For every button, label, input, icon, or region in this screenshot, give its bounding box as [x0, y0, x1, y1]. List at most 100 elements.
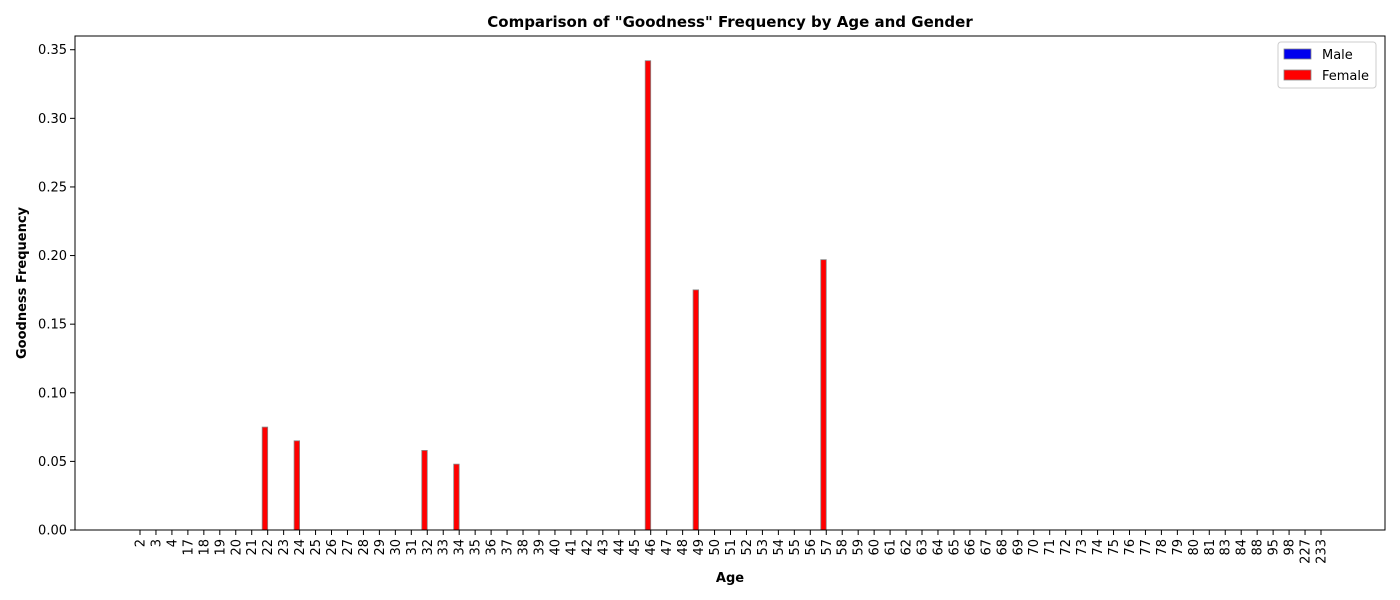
- legend: Male Female: [1277, 41, 1377, 89]
- x-tick-label: 79: [1171, 539, 1186, 556]
- x-tick-label: 35: [469, 539, 484, 556]
- x-tick-label: 23: [277, 539, 292, 556]
- x-tick-label: 45: [628, 539, 643, 556]
- bars-group: [261, 60, 827, 531]
- y-tick-label: 0.15: [38, 318, 67, 333]
- bar-female: [293, 440, 300, 531]
- bar-female: [644, 60, 652, 531]
- x-tick-label: 53: [756, 539, 771, 556]
- x-tick-label: 68: [995, 539, 1010, 556]
- x-tick-label: 24: [293, 539, 308, 556]
- x-tick-label: 29: [373, 539, 388, 556]
- x-tick-label: 55: [788, 539, 803, 556]
- x-tick-label: 19: [213, 539, 228, 556]
- x-tick-label: 18: [197, 539, 212, 556]
- legend-swatch-female: [1283, 69, 1312, 81]
- legend-label-female: Female: [1322, 69, 1369, 84]
- x-tick-label: 34: [453, 539, 468, 556]
- x-tick-label: 25: [309, 539, 324, 556]
- x-tick-label: 51: [724, 539, 739, 556]
- x-tick-label: 60: [868, 539, 883, 556]
- y-axis: 0.00 0.05 0.10 0.15 0.20 0.25 0.30 0.35: [38, 43, 75, 539]
- x-tick-label: 4: [165, 539, 180, 547]
- x-tick-label: 50: [708, 539, 723, 556]
- x-tick-label: 42: [580, 539, 595, 556]
- x-tick-label: 64: [931, 539, 946, 556]
- plot-frame: [74, 35, 1386, 531]
- x-tick-label: 44: [612, 539, 627, 556]
- x-tick-label: 26: [325, 539, 340, 556]
- x-tick-label: 59: [852, 539, 867, 556]
- x-tick-label: 78: [1155, 539, 1170, 556]
- y-tick-label: 0.20: [38, 249, 67, 264]
- x-tick-label: 69: [1011, 539, 1026, 556]
- x-tick-label: 38: [517, 539, 532, 556]
- x-tick-label: 2: [134, 539, 149, 547]
- x-tick-label: 31: [405, 539, 420, 556]
- x-tick-label: 46: [644, 539, 659, 556]
- x-tick-label: 56: [804, 539, 819, 556]
- x-tick-label: 28: [357, 539, 372, 556]
- x-tick-label: 75: [1107, 539, 1122, 556]
- x-tick-label: 81: [1203, 539, 1218, 556]
- x-tick-label: 27: [341, 539, 356, 556]
- x-tick-label: 227: [1299, 539, 1314, 564]
- x-tick-label: 84: [1235, 539, 1250, 556]
- x-tick-label: 72: [1059, 539, 1074, 556]
- x-tick-label: 3: [149, 539, 164, 547]
- bar-female: [692, 289, 699, 531]
- x-tick-label: 67: [979, 539, 994, 556]
- chart-title: Comparison of "Goodness" Frequency by Ag…: [487, 13, 973, 31]
- x-tick-label: 37: [501, 539, 516, 556]
- x-tick-label: 54: [772, 539, 787, 556]
- y-tick-label: 0.30: [38, 112, 67, 127]
- x-tick-label: 30: [389, 539, 404, 556]
- x-tick-label: 76: [1123, 539, 1138, 556]
- x-tick-label: 80: [1187, 539, 1202, 556]
- x-tick-label: 71: [1043, 539, 1058, 556]
- x-tick-label: 40: [548, 539, 563, 556]
- bar-female: [261, 426, 269, 531]
- x-tick-label: 63: [916, 539, 931, 556]
- x-tick-label: 17: [181, 539, 196, 556]
- x-tick-label: 58: [836, 539, 851, 556]
- bar-female: [820, 259, 827, 531]
- x-tick-label: 36: [485, 539, 500, 556]
- y-tick-label: 0.25: [38, 180, 67, 195]
- y-axis-label: Goodness Frequency: [15, 206, 30, 359]
- y-tick-label: 0.35: [38, 43, 67, 58]
- x-tick-label: 83: [1219, 539, 1234, 556]
- x-tick-label: 98: [1283, 539, 1298, 556]
- y-tick-label: 0.10: [38, 386, 67, 401]
- x-tick-label: 47: [660, 539, 675, 556]
- x-tick-label: 39: [532, 539, 547, 556]
- x-tick-label: 43: [596, 539, 611, 556]
- x-tick-label: 88: [1251, 539, 1266, 556]
- x-axis: 2 3 4 17 18 19 20 21 22 23 24 25 26 27 28 29 30 31 32 33 34 3…: [134, 530, 1330, 564]
- x-tick-label: 48: [676, 539, 691, 556]
- x-tick-label: 41: [564, 539, 579, 556]
- y-tick-label: 0.00: [38, 524, 67, 539]
- x-tick-label: 66: [963, 539, 978, 556]
- x-tick-label: 73: [1075, 539, 1090, 556]
- x-tick-label: 70: [1027, 539, 1042, 556]
- x-tick-label: 57: [820, 539, 835, 556]
- legend-swatch-male: [1283, 48, 1312, 60]
- x-tick-label: 49: [692, 539, 707, 556]
- x-tick-label: 22: [261, 539, 276, 556]
- bar-female: [421, 450, 428, 531]
- y-tick-label: 0.05: [38, 455, 67, 470]
- x-tick-label: 52: [740, 539, 755, 556]
- x-tick-label: 95: [1267, 539, 1282, 556]
- x-tick-label: 20: [229, 539, 244, 556]
- bar-female: [453, 463, 460, 531]
- x-tick-label: 33: [437, 539, 452, 556]
- x-tick-label: 32: [421, 539, 436, 556]
- x-tick-label: 233: [1315, 539, 1330, 564]
- x-tick-label: 61: [884, 539, 899, 556]
- legend-label-male: Male: [1322, 48, 1353, 63]
- x-tick-label: 74: [1091, 539, 1106, 556]
- x-tick-label: 62: [900, 539, 915, 556]
- x-axis-label: Age: [716, 571, 744, 586]
